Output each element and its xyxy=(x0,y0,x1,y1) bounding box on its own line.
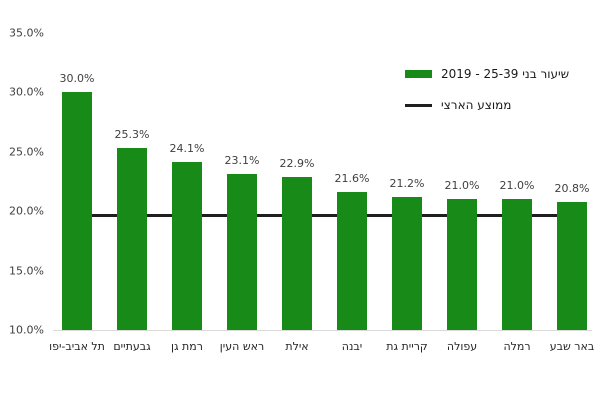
bar-value-label: 21.2% xyxy=(389,177,425,190)
category-label: קריית גת xyxy=(386,340,428,353)
bar-value-label: 21.6% xyxy=(334,172,370,185)
bar xyxy=(502,199,532,330)
category-label: רמלה xyxy=(503,340,531,353)
bar xyxy=(172,162,202,330)
bar-value-label: 22.9% xyxy=(279,157,315,170)
legend-item-share-25-39: שיעור בני 25-39 - 2019 xyxy=(405,67,569,81)
bar-value-label: 30.0% xyxy=(59,72,95,85)
category-label: גבעתיים xyxy=(113,340,151,353)
category-label: תל אביב-יפו xyxy=(49,340,105,353)
y-tick-label: 10.0% xyxy=(9,323,44,337)
bar xyxy=(392,197,422,330)
bar xyxy=(447,199,477,330)
green-square-marker xyxy=(405,70,432,78)
y-tick-label: 25.0% xyxy=(9,145,44,159)
bar xyxy=(227,174,257,330)
legend-label-share: שיעור בני 25-39 - 2019 xyxy=(441,67,570,81)
y-tick-label: 35.0% xyxy=(9,26,44,40)
bar xyxy=(117,148,147,330)
legend-item-national-average: ממוצע הארצי xyxy=(405,98,569,112)
category-label: יבנה xyxy=(341,340,363,353)
bar-value-label: 25.3% xyxy=(114,128,150,141)
bar xyxy=(282,177,312,330)
legend-label-average: ממוצע הארצי xyxy=(441,98,512,112)
legend: שיעור בני 25-39 - 2019 ממוצע הארצי xyxy=(405,67,569,112)
y-tick-label: 20.0% xyxy=(9,204,44,218)
category-label: רמת גן xyxy=(171,340,203,353)
x-axis-line xyxy=(53,330,592,331)
bar-value-label: 23.1% xyxy=(224,154,260,167)
bar-value-label: 21.0% xyxy=(444,179,480,192)
bar-value-label: 20.8% xyxy=(554,182,590,195)
bar-value-label: 21.0% xyxy=(499,179,535,192)
category-label: באר שבע xyxy=(549,340,595,353)
bar xyxy=(557,202,587,330)
black-line-marker xyxy=(405,103,432,107)
bar xyxy=(62,92,92,330)
plot-area: 30.0% תל אביב-יפו 25.3% גבעתיים 24.1% רמת גן 2… xyxy=(49,33,594,353)
y-axis: 35.0% 30.0% 25.0% 20.0% 15.0% 10.0% xyxy=(0,0,58,400)
bar-value-label: 24.1% xyxy=(169,142,205,155)
category-label: עפולה xyxy=(446,340,478,353)
category-label: אילת xyxy=(285,340,309,353)
y-tick-label: 15.0% xyxy=(9,264,44,278)
national-average-line xyxy=(77,213,572,217)
bar xyxy=(337,192,367,330)
y-tick-label: 30.0% xyxy=(9,85,44,99)
category-label: ראש העין xyxy=(219,340,265,353)
